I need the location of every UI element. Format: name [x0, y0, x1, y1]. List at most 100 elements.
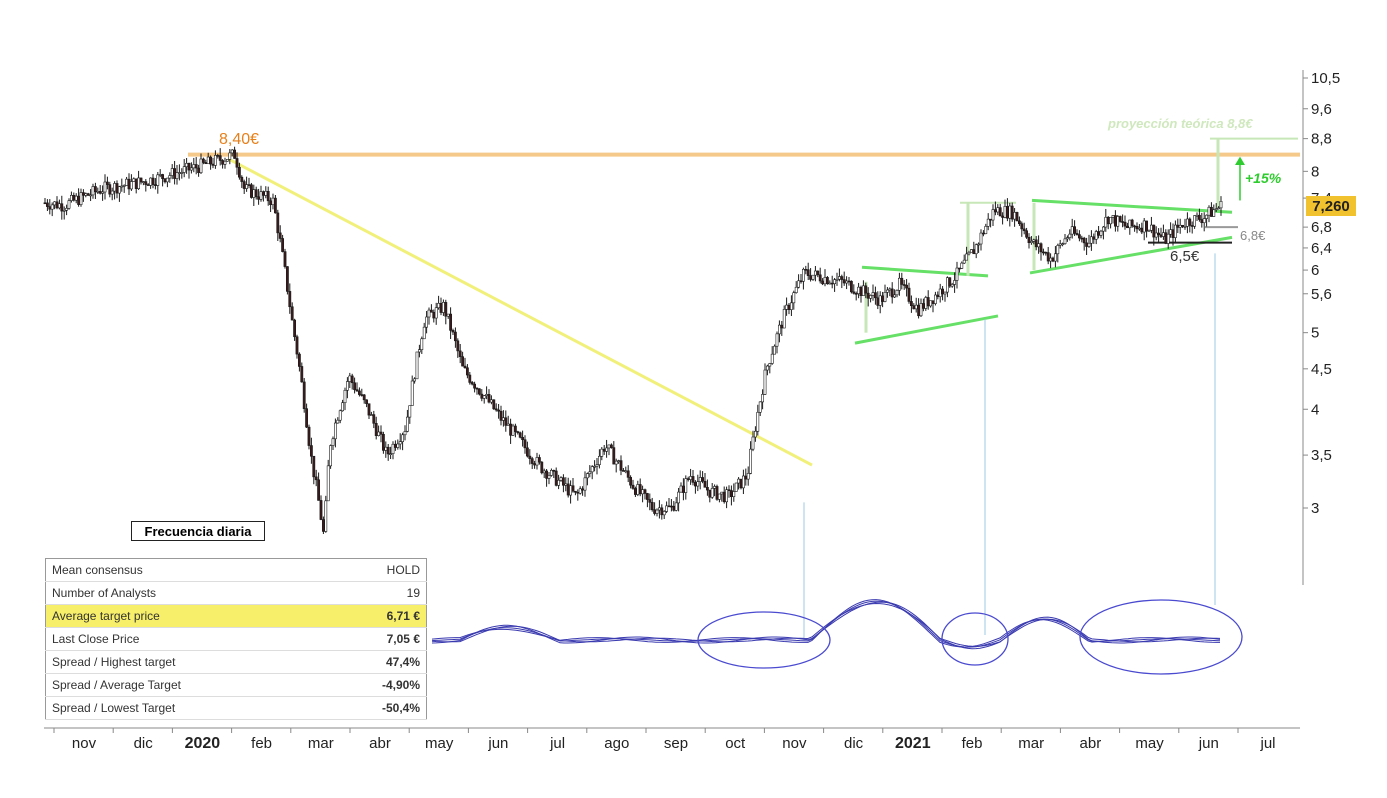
candle-body	[869, 295, 873, 299]
candle-body	[864, 285, 868, 294]
y-tick-label: 8,8	[1311, 131, 1332, 148]
candle-body	[1188, 218, 1192, 226]
candle-body	[849, 280, 853, 293]
candle-body	[209, 156, 213, 165]
candle-body	[1133, 225, 1137, 228]
candle-body	[144, 181, 148, 185]
oscillator-line	[431, 601, 1221, 650]
candle-body	[708, 489, 712, 498]
consensus-row-value: 6,71 €	[326, 604, 427, 628]
candle-body	[470, 382, 474, 385]
candle-body	[218, 155, 222, 161]
candle-body	[931, 300, 935, 304]
candle-body	[1097, 231, 1101, 236]
consensus-row-label: Spread / Highest target	[45, 650, 327, 674]
candle-body	[247, 184, 251, 186]
candle-body	[703, 480, 707, 488]
candle-body	[238, 166, 241, 178]
candle-body	[741, 475, 745, 489]
candle-body	[307, 426, 311, 446]
candle-body	[1171, 229, 1175, 238]
candle-body	[360, 394, 364, 396]
candle-body	[566, 483, 570, 496]
candle-body	[429, 309, 433, 313]
candle-body	[137, 177, 141, 189]
candle-body	[1070, 226, 1074, 235]
candle-body	[72, 195, 76, 201]
candle-body	[969, 249, 973, 253]
candle-body	[1178, 224, 1182, 228]
candle-body	[444, 302, 448, 317]
candle-body	[977, 243, 981, 246]
candle-body	[501, 417, 505, 421]
candle-body	[996, 207, 1000, 213]
candle-body	[895, 290, 899, 296]
y-axis-ticks: 10,59,68,887,46,86,465,654,543,53	[1303, 70, 1340, 517]
candle-body	[180, 172, 184, 174]
candle-body	[549, 470, 553, 476]
candle-body	[578, 488, 582, 494]
candle-body	[377, 431, 381, 436]
candle-body	[79, 192, 83, 205]
candle-body	[621, 470, 625, 472]
candle-body	[629, 477, 633, 486]
candle-body	[984, 226, 988, 234]
candle-body	[463, 365, 467, 369]
candle-body	[319, 500, 323, 520]
candle-body	[763, 369, 767, 395]
candle-body	[127, 178, 131, 190]
candle-body	[408, 405, 412, 418]
candle-body	[216, 155, 220, 157]
candle-body	[98, 191, 102, 194]
candle-body	[775, 333, 779, 347]
candle-body	[214, 155, 217, 166]
candle-body	[94, 186, 97, 193]
candle-body	[768, 363, 772, 367]
candle-body	[261, 191, 265, 196]
candle-body	[518, 432, 522, 438]
candle-body	[273, 197, 277, 214]
candle-body	[110, 190, 114, 195]
consensus-row-value: 7,05 €	[326, 627, 427, 651]
candle-body	[65, 207, 69, 211]
candle-body	[557, 480, 561, 486]
candle-body	[859, 286, 863, 296]
candle-body	[717, 493, 721, 500]
candle-body	[912, 305, 916, 310]
candle-body	[101, 191, 105, 194]
candle-body	[938, 288, 942, 298]
candle-body	[835, 278, 839, 281]
candle-body	[432, 311, 436, 319]
candle-body	[453, 331, 457, 342]
candle-body	[1058, 243, 1062, 246]
candle-body	[571, 485, 575, 492]
candle-body	[773, 345, 777, 355]
candle-body	[314, 476, 318, 481]
candle-body	[425, 316, 429, 328]
candle-body	[449, 313, 453, 331]
consensus-row: Spread / Lowest Target -50,4%	[45, 696, 427, 720]
candle-body	[653, 509, 657, 514]
candle-body	[45, 202, 49, 207]
candle-body	[744, 475, 748, 480]
candle-body	[489, 399, 493, 403]
y-tick-label: 6,4	[1311, 240, 1332, 257]
candle-body	[953, 280, 957, 285]
candle-body	[1008, 205, 1012, 219]
candle-body	[1130, 219, 1134, 227]
y-tick-label: 10,5	[1311, 70, 1340, 87]
candle-body	[816, 270, 820, 276]
candle-body	[77, 195, 81, 205]
candle-body	[250, 184, 253, 198]
candle-body	[511, 425, 515, 436]
candle-body	[1150, 224, 1153, 231]
candle-body	[1147, 230, 1151, 232]
x-tick-label: mar	[308, 735, 334, 752]
candle-body	[655, 509, 659, 514]
candle-body	[415, 351, 419, 380]
candle-body	[590, 466, 594, 473]
candle-body	[581, 488, 585, 491]
candle-body	[278, 232, 282, 239]
candle-body	[1121, 221, 1125, 223]
target-arrow-head	[1235, 156, 1245, 165]
